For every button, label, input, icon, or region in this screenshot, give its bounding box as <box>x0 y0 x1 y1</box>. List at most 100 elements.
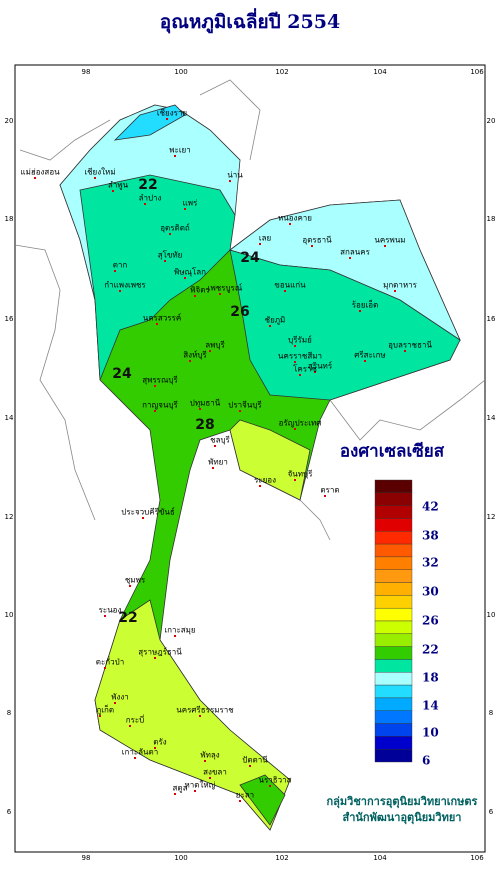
station <box>174 155 176 157</box>
station <box>112 190 114 192</box>
station <box>154 410 156 412</box>
station <box>156 323 158 325</box>
lat-tick-label: 12 <box>5 513 14 521</box>
station <box>269 325 271 327</box>
station <box>104 667 106 669</box>
legend-swatch <box>374 492 413 506</box>
station <box>184 208 186 210</box>
station <box>94 177 96 179</box>
station <box>212 467 214 469</box>
place-label: นครสวรรค์ <box>143 313 181 323</box>
legend-swatch <box>374 697 413 711</box>
legend-swatch <box>374 595 413 609</box>
zone-24-ne <box>229 249 461 401</box>
station <box>154 385 156 387</box>
legend-swatch <box>374 710 413 724</box>
station <box>249 765 251 767</box>
place-label: บุรีรัมย์ <box>288 335 312 345</box>
lat-tick-label: 14 <box>5 414 14 422</box>
legend-swatch <box>374 556 413 570</box>
place-label: สงขลา <box>203 768 227 777</box>
place-label: นครพนม <box>374 236 405 245</box>
lat-tick-label: 12 <box>487 513 496 521</box>
lon-tick-label: 104 <box>373 854 387 862</box>
legend-label: 30 <box>422 585 439 599</box>
place-label: เชียงราย <box>157 109 187 118</box>
station <box>394 290 396 292</box>
station <box>114 702 116 704</box>
legend-swatch <box>374 736 413 750</box>
lon-tick-label: 98 <box>82 854 91 862</box>
place-label: ตะกั่วป่า <box>96 656 124 667</box>
legend-swatch <box>374 684 413 699</box>
place-label: ปทุมธานี <box>190 399 221 408</box>
contour-label: 22 <box>118 610 137 626</box>
legend-swatch <box>374 672 413 686</box>
place-label: สุราษฎร์ธานี <box>138 647 182 657</box>
station <box>324 495 326 497</box>
credit-line: กลุ่มวิชาการอุตุนิยมวิทยาเกษตร <box>327 795 478 809</box>
place-label: ลำปาง <box>139 194 162 203</box>
zone-24-north <box>79 174 236 381</box>
station <box>404 350 406 352</box>
lon-tick-label: 100 <box>174 854 187 862</box>
station <box>349 257 351 259</box>
station <box>104 615 106 617</box>
station <box>144 203 146 205</box>
lat-tick-label: 16 <box>5 315 14 323</box>
lat-tick-label: 8 <box>7 709 11 717</box>
station <box>154 747 156 749</box>
station <box>299 374 301 376</box>
place-label: ปัตตานี <box>242 756 268 765</box>
lat-tick-label: 10 <box>487 611 496 619</box>
station <box>294 479 296 481</box>
station <box>209 350 211 352</box>
place-label: พิจิตร <box>190 286 210 295</box>
place-label: มุกดาหาร <box>383 281 418 290</box>
place-label: ระนอง <box>99 606 122 615</box>
place-label: นครราชสีมา <box>278 352 322 361</box>
legend-label: 42 <box>422 500 439 514</box>
lon-tick-label: 102 <box>275 854 288 862</box>
place-label: สุรินทร์ <box>308 361 333 371</box>
station <box>209 777 211 779</box>
place-label: พัทลุง <box>200 751 219 760</box>
legend-swatch <box>374 633 413 647</box>
station <box>129 585 131 587</box>
lon-tick-label: 106 <box>470 854 484 862</box>
place-label: ภูเก็ต <box>96 705 114 716</box>
station <box>294 345 296 347</box>
legend-label: 18 <box>422 671 439 685</box>
lat-tick-label: 16 <box>487 315 496 323</box>
place-label: กระบี่ <box>126 714 145 725</box>
neighbour-borders <box>14 79 486 541</box>
contour-label: 28 <box>195 417 214 433</box>
station <box>134 757 136 759</box>
station <box>311 245 313 247</box>
legend-label: 38 <box>422 529 439 543</box>
place-label: พิษณุโลก <box>174 267 206 277</box>
place-label: สตูล <box>173 784 188 794</box>
legend-label: 32 <box>422 556 439 570</box>
lon-tick-label: 100 <box>174 68 187 76</box>
station <box>359 310 361 312</box>
legend: องศาเซลเซียส 42 38 32 30 26 22 18 14 10 6 <box>340 441 445 768</box>
legend-swatch <box>374 646 413 660</box>
station <box>314 371 316 373</box>
place-label: เชียงใหม่ <box>84 168 115 177</box>
place-label: ระยอง <box>254 476 276 485</box>
lat-tick-label: 10 <box>5 611 14 619</box>
place-label: ตราด <box>320 486 339 495</box>
station <box>114 270 116 272</box>
zone-28-east <box>229 419 311 501</box>
contour-label: 24 <box>240 250 260 266</box>
station <box>289 223 291 225</box>
zone-20-tip <box>113 104 186 141</box>
station <box>239 800 241 802</box>
credit-line: สำนักพัฒนาอุตุนิยมวิทยา <box>343 811 462 825</box>
legend-swatch <box>374 723 413 737</box>
lat-tick-label: 14 <box>487 414 496 422</box>
station <box>184 277 186 279</box>
place-label: นราธิวาส <box>258 776 291 785</box>
